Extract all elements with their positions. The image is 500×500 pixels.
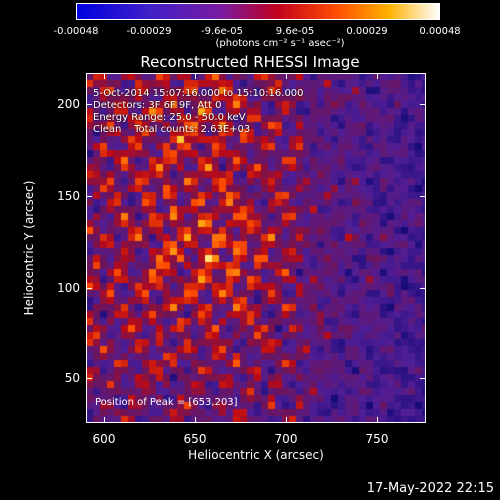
colorbar [76,3,440,20]
y-tick-mark [420,196,426,197]
clean-counts-label: Clean Total counts: 2.63E+03 [93,124,251,135]
peak-position-label: Position of Peak = [653,203] [95,397,238,408]
timestamp: 17-May-2022 22:15 [366,481,494,496]
x-tick-mark [377,73,378,79]
time-range-label: 5-Oct-2014 15:07:16.000 to 15:10:16.000 [93,88,304,99]
x-tick-mark [377,417,378,423]
colorbar-tick: -9.6e-05 [201,26,243,37]
y-tick-mark [86,378,92,379]
y-tick-label: 50 [64,371,80,385]
x-tick-mark [286,417,287,423]
x-tick-label: 600 [92,432,116,446]
x-tick-mark [286,73,287,79]
rhessi-image [86,73,426,423]
y-tick-mark [86,288,92,289]
detectors-label: Detectors: 3F 6F 9F, Att 0 [93,100,222,111]
colorbar-tick: 0.00048 [419,26,461,37]
y-tick-mark [86,104,92,105]
colorbar-tick: -0.00029 [126,26,172,37]
y-tick-label: 150 [57,189,80,203]
x-tick-label: 700 [274,432,298,446]
y-tick-label: 200 [57,97,80,111]
colorbar-tick: 0.00029 [346,26,388,37]
x-axis-label: Heliocentric X (arcsec) [188,448,324,462]
colorbar-tick: -0.00048 [53,26,99,37]
x-tick-mark [195,417,196,423]
x-tick-label: 650 [183,432,207,446]
y-tick-mark [420,378,426,379]
y-tick-mark [86,196,92,197]
y-axis-label: Heliocentric Y (arcsec) [22,180,36,316]
x-tick-mark [104,417,105,423]
image-title: Reconstructed RHESSI Image [140,53,360,71]
y-tick-mark [420,104,426,105]
x-tick-mark [104,73,105,79]
y-tick-label: 100 [57,281,80,295]
x-tick-mark [195,73,196,79]
colorbar-tick: 9.6e-05 [275,26,315,37]
x-tick-label: 750 [365,432,389,446]
energy-range-label: Energy Range: 25.0 - 50.0 keV [93,112,246,123]
y-tick-mark [420,288,426,289]
colorbar-unit-label: (photons cm⁻² s⁻¹ asec⁻²) [215,38,345,49]
